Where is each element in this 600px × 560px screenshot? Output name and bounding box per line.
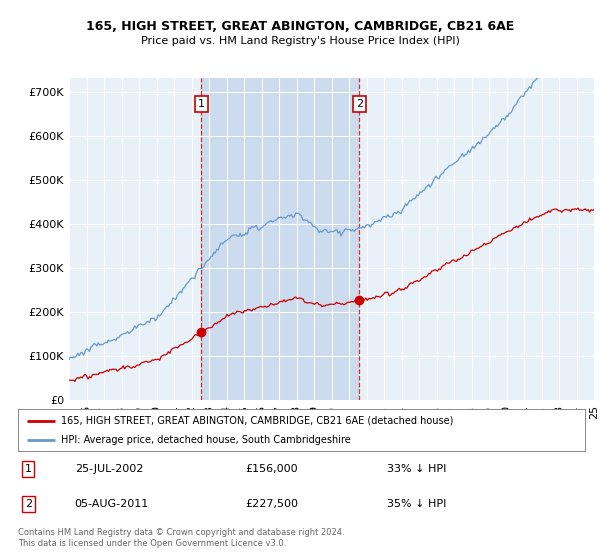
Text: 165, HIGH STREET, GREAT ABINGTON, CAMBRIDGE, CB21 6AE (detached house): 165, HIGH STREET, GREAT ABINGTON, CAMBRI… — [61, 416, 453, 426]
Text: 2: 2 — [25, 499, 32, 509]
Text: 1: 1 — [25, 464, 32, 474]
Bar — [201, 78, 359, 400]
Text: Price paid vs. HM Land Registry's House Price Index (HPI): Price paid vs. HM Land Registry's House … — [140, 36, 460, 46]
Text: £156,000: £156,000 — [245, 464, 298, 474]
Text: HPI: Average price, detached house, South Cambridgeshire: HPI: Average price, detached house, Sout… — [61, 435, 350, 445]
Text: 2: 2 — [356, 99, 363, 109]
Text: 1: 1 — [198, 99, 205, 109]
Text: £227,500: £227,500 — [245, 499, 298, 509]
Text: 25-JUL-2002: 25-JUL-2002 — [75, 464, 143, 474]
Text: This data is licensed under the Open Government Licence v3.0.: This data is licensed under the Open Gov… — [18, 539, 286, 548]
Text: Contains HM Land Registry data © Crown copyright and database right 2024.: Contains HM Land Registry data © Crown c… — [18, 528, 344, 536]
Text: 05-AUG-2011: 05-AUG-2011 — [75, 499, 149, 509]
Text: 33% ↓ HPI: 33% ↓ HPI — [386, 464, 446, 474]
Text: 165, HIGH STREET, GREAT ABINGTON, CAMBRIDGE, CB21 6AE: 165, HIGH STREET, GREAT ABINGTON, CAMBRI… — [86, 20, 514, 32]
Text: 35% ↓ HPI: 35% ↓ HPI — [386, 499, 446, 509]
